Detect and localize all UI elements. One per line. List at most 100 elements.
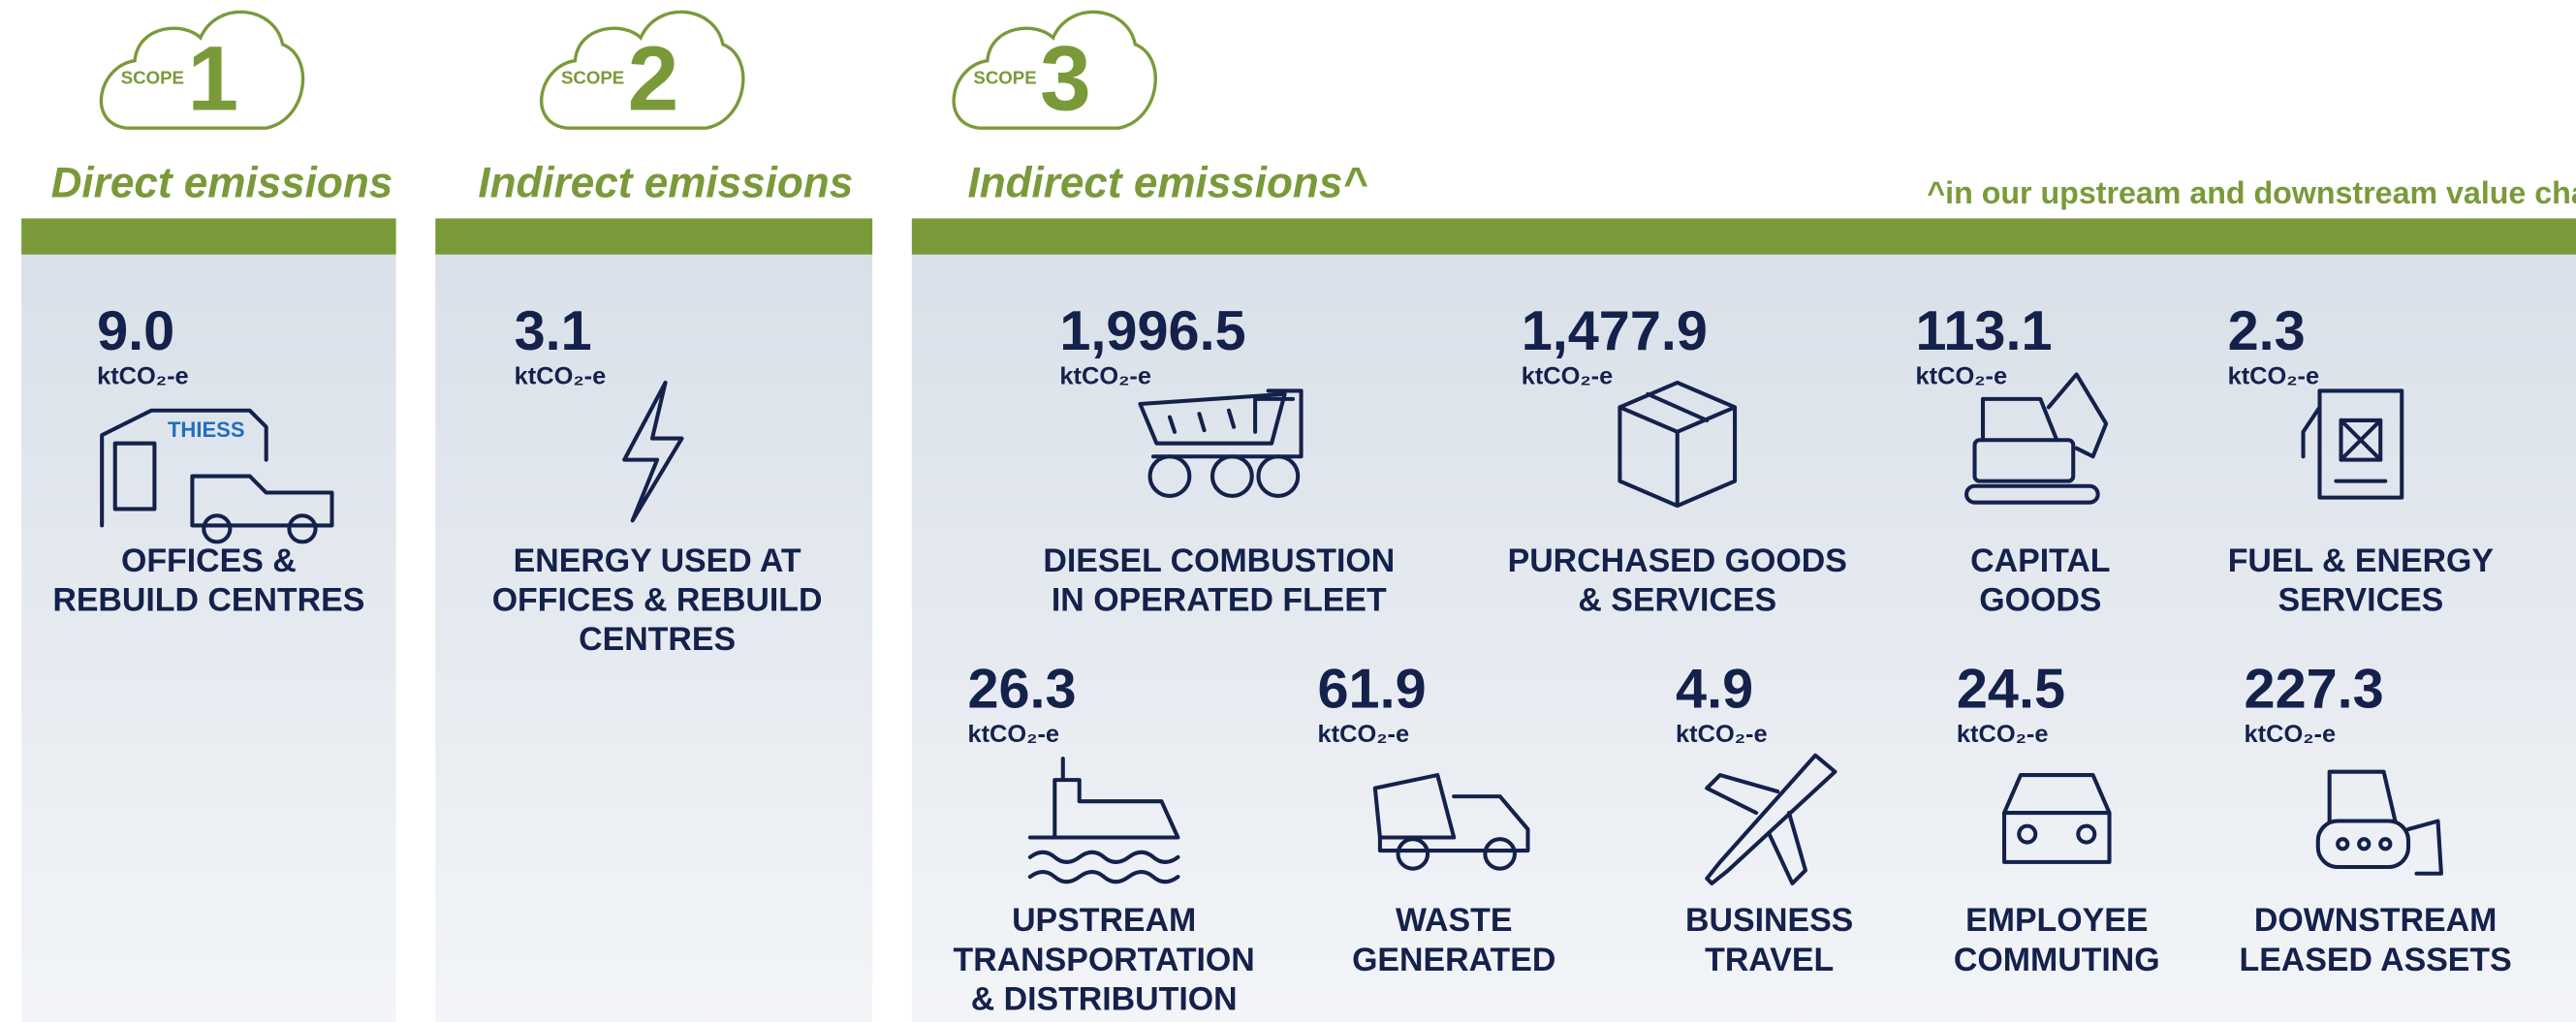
panel xyxy=(435,254,873,1022)
icon-stroke xyxy=(2327,769,2443,876)
emission-unit: ktCO₂-e xyxy=(2245,721,2337,748)
icon-can xyxy=(2301,388,2404,500)
icon-car xyxy=(2002,773,2112,864)
emission-label: TRAVEL xyxy=(1705,942,1834,978)
icon-bolt xyxy=(622,380,684,523)
icon-stroke xyxy=(1167,408,1237,434)
emission-label: SERVICES xyxy=(2278,582,2443,619)
icon-stroke xyxy=(2378,837,2393,852)
scope-badge: SCOPE xyxy=(973,67,1036,87)
icon-ship xyxy=(1027,757,1180,884)
scope-heading: Indirect emissions xyxy=(478,159,853,206)
emission-label: & SERVICES xyxy=(1578,582,1776,619)
emission-value: 1,996.5 xyxy=(1059,300,1245,362)
emission-label: EMPLOYEE xyxy=(1965,902,2148,939)
emission-label: CAPITAL xyxy=(1970,542,2110,579)
scope-number: 2 xyxy=(628,28,679,131)
icon-stroke xyxy=(1396,837,1430,871)
cloud xyxy=(952,10,1157,130)
emission-value: 26.3 xyxy=(967,659,1076,721)
emission-label: UPSTREAM xyxy=(1012,902,1196,939)
icon-stroke xyxy=(2357,837,2372,852)
logo: THIESS xyxy=(168,418,245,442)
emission-label: GENERATED xyxy=(1352,942,1555,978)
emission-label: CENTRES xyxy=(579,621,736,658)
scope-number: 3 xyxy=(1040,28,1091,131)
icon-stroke xyxy=(100,408,268,528)
icon-excav xyxy=(1964,372,2109,505)
emission-label: & DISTRIBUTION xyxy=(971,980,1238,1017)
emission-unit: ktCO₂-e xyxy=(97,363,189,390)
icon-stroke xyxy=(622,380,684,523)
cloud xyxy=(99,10,305,130)
icon-stroke xyxy=(2315,819,2411,870)
emission-label: PURCHASED GOODS xyxy=(1508,542,1847,579)
emission-unit: ktCO₂-e xyxy=(2228,363,2320,390)
icon-stroke xyxy=(1027,850,1180,884)
emission-value: 4.9 xyxy=(1676,659,1753,721)
emission-value: 1,477.9 xyxy=(1522,300,1708,362)
emission-label: BUSINESS xyxy=(1685,902,1853,939)
emission-label: OFFICES & REBUILD xyxy=(492,582,823,619)
scope-note: ^in our upstream and downstream value ch… xyxy=(1927,175,2576,210)
emission-label: WASTE xyxy=(1396,902,1513,939)
emission-value: 227.3 xyxy=(2245,659,2384,721)
icon-stroke xyxy=(1972,438,2076,483)
emission-value: 3.1 xyxy=(515,300,592,362)
emission-unit: ktCO₂-e xyxy=(967,721,1059,748)
icon-stroke xyxy=(1964,483,2100,505)
icon-stroke xyxy=(1256,454,1301,498)
icon-stroke xyxy=(1980,372,2109,459)
icon-stroke xyxy=(2017,823,2038,845)
emission-label: COMMUTING xyxy=(1954,942,2160,978)
icon-stroke xyxy=(2301,388,2404,500)
scope-badge: SCOPE xyxy=(561,67,624,87)
emission-unit: ktCO₂-e xyxy=(1676,721,1768,748)
icon-stroke xyxy=(1147,454,1192,498)
icon-stroke xyxy=(1483,837,1517,871)
icon-dump xyxy=(1138,388,1304,498)
icon-truck xyxy=(1372,773,1530,871)
icon-stroke xyxy=(2002,773,2112,864)
emission-value: 61.9 xyxy=(1318,659,1427,721)
emission-value: 9.0 xyxy=(97,300,174,362)
scope-heading: Indirect emissions^ xyxy=(967,159,1367,206)
scope-badge: SCOPE xyxy=(121,67,184,87)
header-bar xyxy=(435,218,873,255)
icon-stroke xyxy=(112,441,157,511)
icon-stroke xyxy=(1372,773,1530,853)
emission-label: ENERGY USED AT xyxy=(514,542,801,579)
panel xyxy=(21,254,396,1022)
emission-unit: ktCO₂-e xyxy=(1318,721,1410,748)
icon-stroke xyxy=(202,513,233,544)
scope-number: 1 xyxy=(187,28,238,131)
header-bar xyxy=(911,218,2576,255)
emission-label: DIESEL COMBUSTION xyxy=(1043,542,1395,579)
panel xyxy=(911,254,2576,1022)
emission-label: GOODS xyxy=(1979,582,2101,619)
emission-unit: ktCO₂-e xyxy=(1522,363,1614,390)
icon-stroke xyxy=(2334,418,2388,483)
icon-plane xyxy=(1705,753,1838,885)
scope-heading: Direct emissions xyxy=(51,159,393,206)
header-bar xyxy=(21,218,396,255)
icon-stroke xyxy=(2339,418,2383,462)
icon-stroke xyxy=(1618,380,1738,509)
icon-dozer xyxy=(2315,769,2443,876)
icon-office xyxy=(100,408,334,544)
icon-stroke xyxy=(1705,753,1838,885)
emission-label: IN OPERATED FLEET xyxy=(1052,582,1387,619)
icon-box xyxy=(1618,380,1738,509)
icon-stroke xyxy=(1138,391,1287,446)
emission-unit: ktCO₂-e xyxy=(1059,363,1151,390)
icon-stroke xyxy=(1027,757,1180,840)
emission-label: LEASED ASSETS xyxy=(2240,942,2512,978)
emission-unit: ktCO₂-e xyxy=(1957,721,2049,748)
emission-value: 2.3 xyxy=(2228,300,2306,362)
cloud xyxy=(540,10,745,130)
icon-stroke xyxy=(190,474,334,528)
emission-label: REBUILD CENTRES xyxy=(52,582,364,619)
emission-value: 113.1 xyxy=(1916,300,2053,362)
